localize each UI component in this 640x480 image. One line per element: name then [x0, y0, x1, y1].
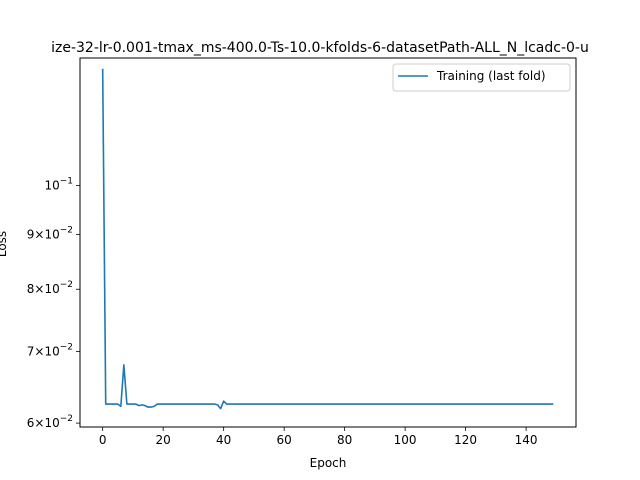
- x-tick-label: 20: [156, 433, 171, 447]
- x-axis-label: Epoch: [310, 456, 347, 470]
- plot-area: [80, 58, 576, 427]
- y-tick-label: 7×10−2: [27, 342, 73, 358]
- x-tick-label: 0: [99, 433, 107, 447]
- legend: Training (last fold): [392, 63, 571, 92]
- y-tick-label: 10−1: [44, 176, 73, 192]
- x-tick-label: 40: [216, 433, 231, 447]
- y-tick-label: 6×10−2: [27, 414, 73, 430]
- x-tick-label: 100: [394, 433, 417, 447]
- chart-title: ize-32-lr-0.001-tmax_ms-400.0-Ts-10.0-kf…: [51, 40, 589, 56]
- legend-box: [392, 63, 571, 92]
- x-tick-label: 140: [515, 433, 538, 447]
- y-tick-label: 8×10−2: [27, 280, 73, 296]
- y-ticks: 6×10−2 7×10−2 8×10−2 9×10−2 10−1: [27, 176, 80, 430]
- x-tick-label: 120: [454, 433, 477, 447]
- legend-label: Training (last fold): [436, 69, 546, 83]
- x-tick-label: 60: [277, 433, 292, 447]
- y-tick-label: 9×10−2: [27, 225, 73, 241]
- x-tick-label: 80: [337, 433, 352, 447]
- plot-frame: [79, 57, 577, 428]
- y-axis-label: Loss: [0, 231, 9, 257]
- x-ticks: 0 20 40 60 80 100 120 140: [99, 427, 538, 447]
- series-layer: [101, 68, 554, 410]
- series-line-0: [101, 68, 554, 410]
